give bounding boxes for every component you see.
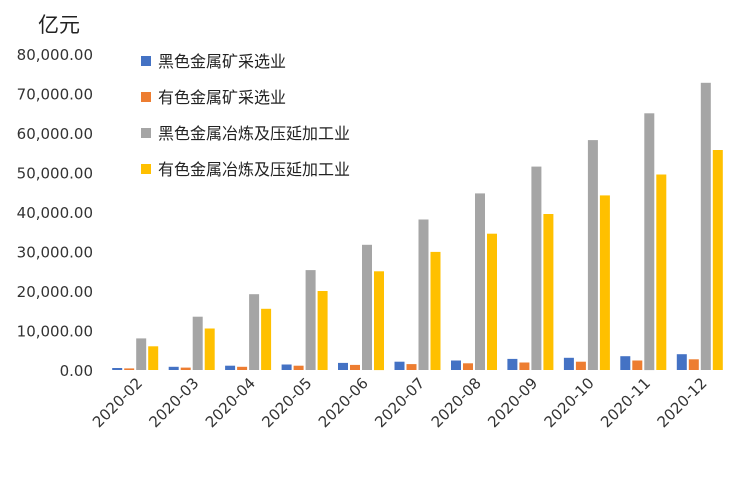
bars bbox=[112, 82, 723, 371]
bar bbox=[487, 233, 497, 370]
bar bbox=[204, 328, 215, 370]
y-tick-label: 10,000.00 bbox=[17, 323, 93, 341]
bar bbox=[350, 364, 360, 370]
bar bbox=[293, 365, 304, 370]
legend-swatch bbox=[141, 128, 151, 138]
bar bbox=[249, 294, 260, 370]
bar bbox=[676, 354, 687, 370]
bar bbox=[261, 308, 272, 370]
bar bbox=[317, 291, 328, 370]
legend-label: 黑色金属矿采选业 bbox=[158, 52, 286, 71]
legend-label: 有色金属冶炼及压延加工业 bbox=[158, 160, 350, 179]
bar bbox=[507, 358, 518, 370]
x-tick-label: 2020-07 bbox=[371, 374, 428, 431]
bar bbox=[632, 360, 643, 370]
bar bbox=[519, 362, 530, 370]
y-tick-label: 0.00 bbox=[60, 362, 93, 380]
bar bbox=[394, 361, 405, 370]
y-tick-label: 60,000.00 bbox=[17, 125, 93, 143]
bar bbox=[418, 219, 429, 370]
x-tick-label: 2020-04 bbox=[202, 374, 259, 431]
bar bbox=[136, 338, 147, 370]
legend-swatch bbox=[141, 56, 151, 66]
bar bbox=[644, 113, 655, 371]
bar bbox=[362, 244, 372, 370]
y-tick-label: 50,000.00 bbox=[17, 165, 93, 183]
bar bbox=[688, 359, 699, 370]
bar bbox=[112, 368, 123, 370]
legend-swatch bbox=[141, 92, 151, 102]
x-tick-label: 2020-06 bbox=[315, 374, 372, 431]
bar bbox=[305, 270, 316, 370]
bar bbox=[338, 362, 348, 370]
bar bbox=[587, 140, 598, 370]
unit-label: 亿元 bbox=[38, 13, 80, 37]
bar bbox=[430, 251, 441, 370]
y-tick-label: 80,000.00 bbox=[17, 46, 93, 64]
legend-label: 有色金属矿采选业 bbox=[158, 88, 286, 107]
bar bbox=[192, 316, 203, 370]
y-tick-label: 20,000.00 bbox=[17, 283, 93, 301]
bar bbox=[225, 365, 236, 370]
bar bbox=[374, 271, 384, 371]
x-tick-label: 2020-03 bbox=[145, 374, 202, 431]
x-tick-label: 2020-05 bbox=[258, 374, 315, 431]
bar bbox=[563, 357, 574, 370]
x-tick-label: 2020-11 bbox=[597, 374, 654, 431]
x-tick-label: 2020-12 bbox=[654, 374, 711, 431]
legend-label: 黑色金属冶炼及压延加工业 bbox=[158, 124, 350, 143]
x-tick-label: 2020-02 bbox=[89, 374, 146, 431]
bar bbox=[575, 361, 586, 370]
bar bbox=[543, 214, 554, 370]
bar bbox=[180, 367, 191, 370]
bar bbox=[168, 366, 179, 370]
bar bbox=[148, 346, 159, 370]
bar bbox=[531, 166, 542, 370]
y-tick-label: 70,000.00 bbox=[17, 86, 93, 104]
bar bbox=[463, 363, 473, 370]
bar bbox=[700, 82, 711, 371]
y-tick-label: 30,000.00 bbox=[17, 244, 93, 262]
bar bbox=[237, 366, 248, 370]
bar bbox=[656, 174, 667, 370]
bar bbox=[124, 368, 135, 370]
bar bbox=[712, 150, 723, 370]
bar bbox=[475, 193, 485, 370]
legend-swatch bbox=[141, 164, 151, 174]
x-tick-label: 2020-10 bbox=[541, 374, 598, 431]
bar bbox=[281, 364, 292, 370]
x-tick-label: 2020-09 bbox=[484, 374, 541, 431]
bar bbox=[620, 356, 631, 370]
y-tick-label: 40,000.00 bbox=[17, 204, 93, 222]
bar bbox=[406, 364, 417, 370]
bar bbox=[599, 195, 610, 370]
bar bbox=[451, 360, 461, 370]
x-axis: 2020-02 2020-03 2020-04 2020-05 2020-06 2020-… bbox=[89, 374, 711, 431]
y-axis: 0.00 10,000.00 20,000.00 30,000.00 40,000.00… bbox=[17, 46, 93, 380]
x-tick-label: 2020-08 bbox=[428, 374, 485, 431]
